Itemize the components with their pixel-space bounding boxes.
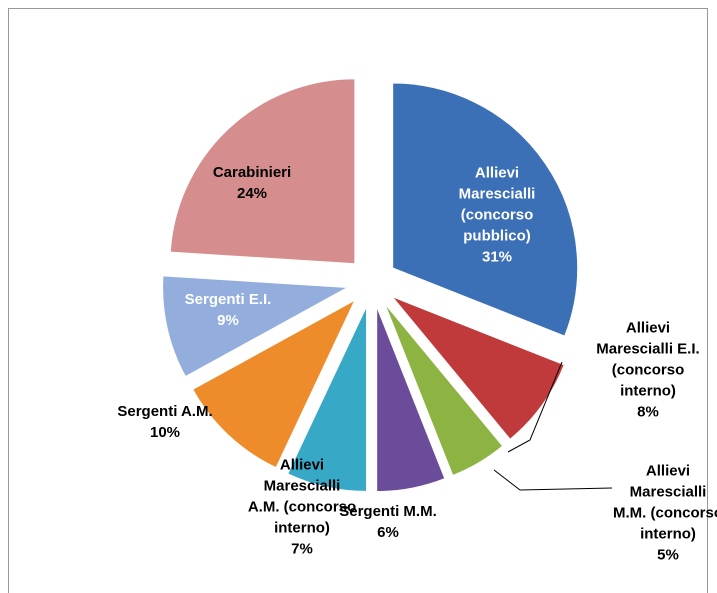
pie-slice [376, 306, 446, 493]
pie-slice [169, 78, 356, 265]
slice-label: Sergenti M.M. 6% [323, 501, 453, 543]
slice-value: 5% [657, 546, 679, 564]
slice-label: Carabinieri 24% [192, 162, 312, 204]
slice-name: Allievi Marescialli M.M. (concorso inter… [613, 462, 717, 543]
slice-value: 7% [291, 540, 313, 558]
slice-label: Allievi Marescialli E.I. (concorso inter… [588, 318, 708, 423]
pie-slice [392, 82, 579, 337]
leader-line [493, 469, 613, 491]
chart-border [8, 8, 708, 593]
pie-slice [384, 303, 504, 477]
slice-name: Allievi Marescialli (concorso pubblico) [458, 164, 536, 245]
slice-label: Sergenti E.I. 9% [168, 289, 288, 331]
pie-slice [192, 299, 356, 469]
slice-value: 8% [637, 403, 659, 421]
slice-name: Allievi Marescialli E.I. (concorso inter… [596, 319, 700, 400]
slice-value: 24% [236, 185, 268, 202]
slice-value: 31% [481, 248, 513, 266]
slice-name: Carabinieri [212, 164, 292, 181]
slice-value: 10% [149, 424, 181, 441]
slice-label: Allievi Marescialli A.M. (concorso inter… [247, 455, 357, 560]
slice-name: Sergenti E.I. [184, 291, 272, 308]
slice-label: Sergenti A.M. 10% [100, 401, 230, 443]
slice-label: Allievi Marescialli (concorso pubblico) 3… [442, 163, 552, 268]
pie-slice [287, 306, 368, 492]
slice-name: Sergenti A.M. [117, 403, 213, 420]
pie-slice [162, 275, 350, 378]
slice-name: Allievi Marescialli A.M. (concorso inter… [247, 456, 357, 537]
slice-name: Sergenti M.M. [339, 503, 437, 520]
slice-value: 9% [217, 312, 239, 329]
slice-value: 6% [377, 524, 399, 541]
pie-slice [391, 296, 565, 440]
leader-line [507, 361, 563, 453]
slice-label: Allievi Marescialli M.M. (concorso inter… [613, 461, 717, 566]
